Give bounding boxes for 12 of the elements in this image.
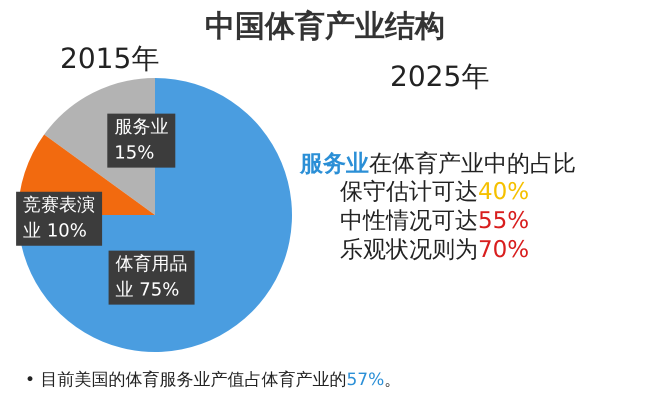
text: 2015年 (60, 41, 160, 77)
data-label: 15% (114, 142, 154, 164)
text: 中性情况可达55% (340, 207, 530, 236)
chart-title: 中国体育产业结构 (205, 9, 445, 44)
slice-label: 竞赛表演业 10% (23, 194, 96, 242)
text: 服务业在体育产业中的占比 (300, 150, 576, 179)
text: 2025年 (390, 59, 490, 95)
slice-label: 体育用品业 75% (116, 253, 188, 300)
text: • 目前美国的体育服务业产值占体育产业的57%。 (25, 369, 402, 391)
slice-label: 服务业 (114, 116, 168, 138)
text: 保守估计可达40% (340, 178, 530, 207)
text: 乐观状况则为70% (340, 236, 530, 265)
